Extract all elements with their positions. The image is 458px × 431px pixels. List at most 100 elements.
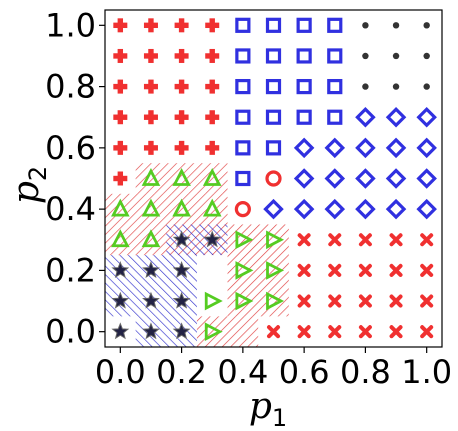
y-tick-label: 0.6	[45, 129, 96, 167]
square-marker	[296, 48, 312, 64]
triangle-right-marker	[235, 230, 254, 250]
diamond-marker	[293, 168, 315, 189]
y-axis-label: p2	[6, 166, 52, 204]
dot-marker	[423, 52, 430, 60]
diamond-marker	[293, 137, 315, 159]
x-marker	[358, 325, 372, 339]
diamond-marker	[416, 168, 437, 189]
plus-marker	[113, 110, 128, 125]
circle-marker	[265, 170, 282, 187]
diamond-marker	[416, 106, 437, 128]
x-tick-label: 0.8	[340, 353, 391, 391]
x-marker	[297, 233, 311, 247]
star-marker	[172, 230, 191, 248]
diamond-marker	[355, 168, 376, 189]
diamond-marker	[355, 137, 376, 159]
triangle-up-marker	[172, 167, 191, 186]
triangle-up-marker	[111, 198, 130, 217]
plus-marker	[113, 79, 128, 94]
diamond-marker	[416, 198, 437, 220]
square-marker	[265, 17, 282, 33]
star-marker	[111, 322, 130, 340]
star-marker	[111, 291, 130, 309]
star-marker	[111, 261, 130, 278]
plus-marker	[174, 79, 189, 94]
square-marker	[327, 17, 343, 33]
x-marker	[328, 325, 342, 339]
triangle-up-marker	[172, 198, 191, 217]
y-tick-label: 0.8	[45, 68, 96, 106]
star-marker	[142, 322, 160, 340]
x-marker	[328, 263, 342, 277]
x-marker	[389, 263, 403, 277]
triangle-up-marker	[202, 198, 222, 217]
square-marker	[296, 109, 312, 125]
x-marker	[297, 263, 311, 277]
x-marker	[328, 233, 342, 247]
square-marker	[327, 109, 343, 125]
square-marker	[265, 48, 282, 64]
x-tick-label: 0.2	[156, 353, 207, 391]
triangle-right-marker	[235, 291, 254, 311]
square-marker	[235, 109, 251, 125]
plus-marker	[143, 48, 158, 63]
square-marker	[296, 17, 312, 33]
star-marker	[172, 261, 191, 278]
hatch-regions	[105, 163, 289, 347]
diamond-marker	[385, 137, 407, 159]
x-marker	[420, 233, 434, 247]
plus-marker	[113, 48, 128, 63]
data-markers	[111, 17, 437, 341]
square-marker	[235, 17, 251, 33]
dot-marker	[362, 83, 369, 90]
triangle-right-marker	[204, 291, 223, 311]
x-marker	[358, 263, 372, 277]
star-marker	[172, 291, 191, 309]
plus-marker	[174, 18, 189, 33]
star-marker	[172, 322, 191, 340]
x-marker	[389, 294, 403, 308]
triangle-up-marker	[141, 229, 161, 248]
diamond-marker	[385, 198, 407, 220]
dot-marker	[392, 83, 400, 90]
square-marker	[265, 140, 282, 156]
x-marker	[297, 325, 311, 339]
triangle-up-marker	[111, 229, 130, 248]
plot-frame	[104, 9, 443, 348]
triangle-right-marker	[266, 230, 285, 250]
triangle-up-marker	[141, 167, 161, 186]
plus-marker	[143, 140, 158, 155]
hatch-region-red	[135, 163, 228, 194]
plus-marker	[174, 110, 189, 125]
plus-marker	[174, 140, 189, 155]
plus-marker	[205, 48, 220, 63]
plus-marker	[205, 110, 220, 125]
star-marker	[203, 230, 222, 248]
square-marker	[296, 78, 312, 95]
circle-marker	[234, 201, 251, 218]
square-marker	[265, 109, 282, 125]
diamond-marker	[385, 106, 407, 128]
square-marker	[235, 48, 251, 64]
y-tick-label: 1.0	[45, 6, 96, 44]
x-marker	[267, 325, 280, 339]
dot-marker	[423, 83, 430, 90]
triangle-up-marker	[141, 198, 161, 217]
square-marker	[235, 170, 251, 187]
plus-marker	[143, 18, 158, 33]
diamond-marker	[355, 106, 376, 128]
square-marker	[235, 140, 251, 156]
x-tick-label: 0.0	[95, 353, 146, 391]
diamond-marker	[293, 198, 315, 220]
plus-marker	[174, 48, 189, 63]
dot-marker	[362, 22, 369, 29]
x-axis-label: p1	[249, 386, 287, 431]
x-tick-label: 0.6	[279, 353, 330, 391]
plus-marker	[205, 79, 220, 94]
diamond-marker	[385, 168, 407, 189]
x-marker	[389, 233, 403, 247]
x-marker	[358, 294, 372, 308]
plus-marker	[205, 18, 220, 33]
y-tick-label: 0.0	[45, 313, 96, 351]
